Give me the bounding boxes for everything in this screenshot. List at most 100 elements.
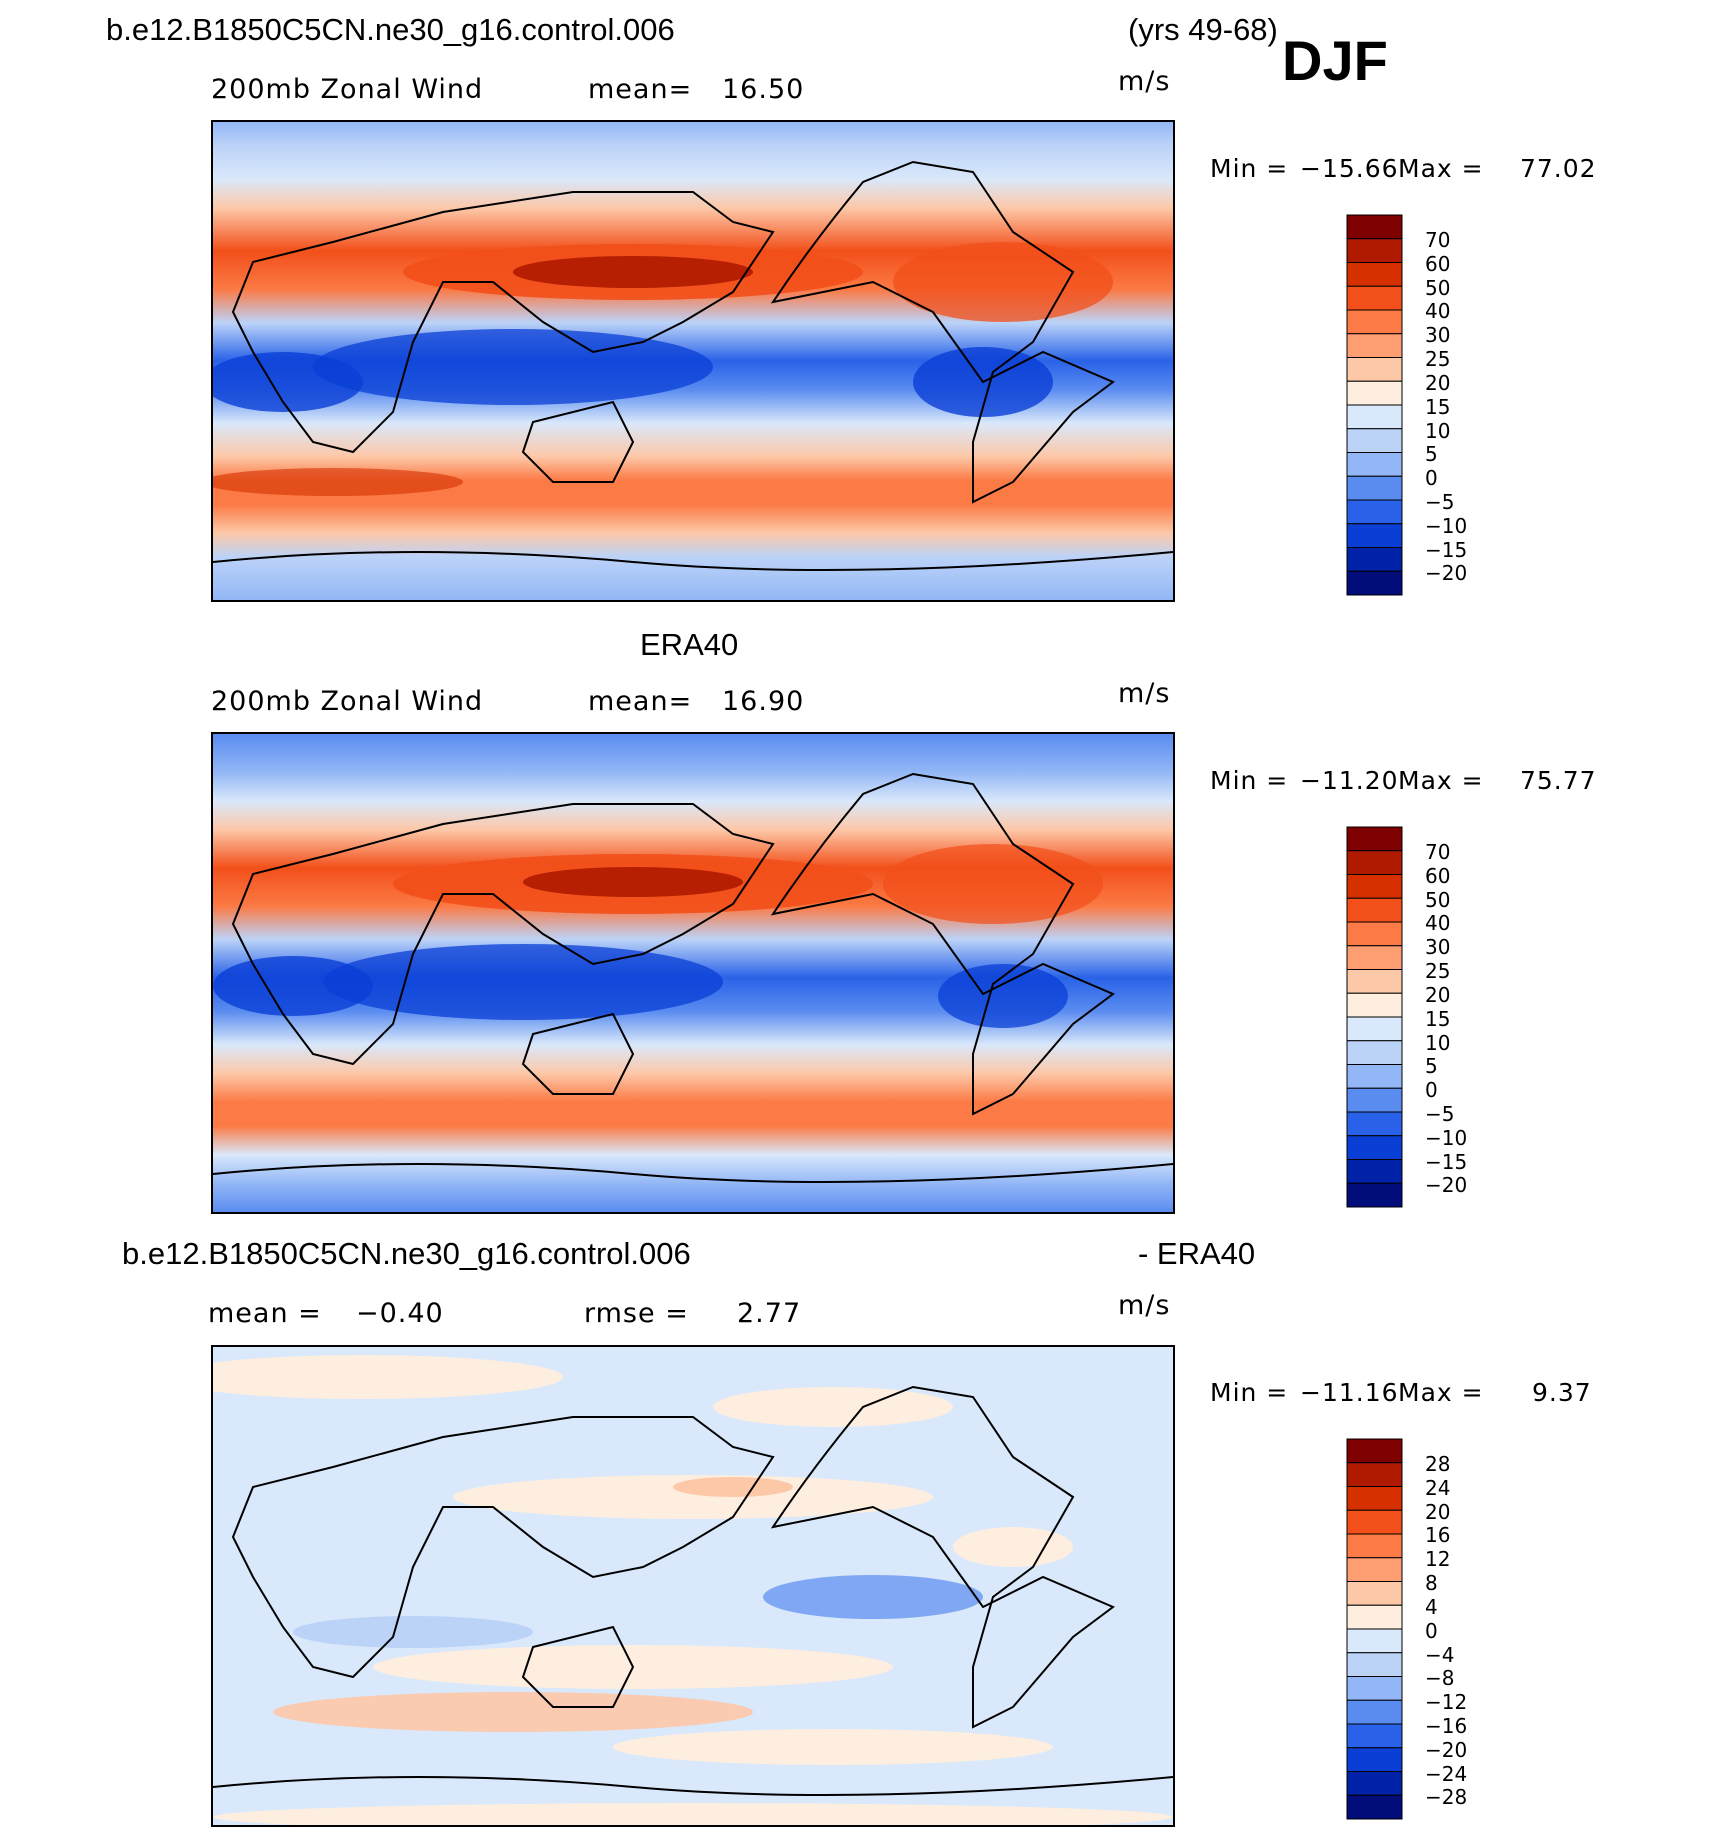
panel2-map-svg [213, 734, 1173, 1212]
panel1-map [211, 120, 1175, 602]
panel2-colorbar-swatch [1346, 874, 1403, 899]
panel3-colorbar-label: 0 [1425, 1619, 1438, 1643]
panel3-colorbar-label: −24 [1425, 1762, 1468, 1786]
panel1-colorbar-label: 15 [1425, 395, 1451, 419]
panel3-max-label: Max = [1398, 1378, 1484, 1407]
panel1-field-label: 200mb Zonal Wind [211, 74, 484, 105]
panel3-colorbar-label: 20 [1425, 1500, 1451, 1524]
panel3-colorbar-swatch [1346, 1581, 1403, 1606]
panel1-colorbar-svg [1346, 214, 1403, 596]
panel1-colorbar-label: −15 [1425, 538, 1468, 562]
panel3-colorbar-label: −4 [1425, 1643, 1455, 1667]
panel3-mean-label: mean = [208, 1298, 322, 1329]
panel2-colorbar-swatch [1346, 1040, 1403, 1065]
panel2-colorbar-label: 10 [1425, 1031, 1451, 1055]
panel2-colorbar-swatch [1346, 969, 1403, 994]
panel1-min-label: Min = [1210, 154, 1289, 183]
panel2-colorbar-swatch [1346, 992, 1403, 1018]
panel1-min-value: −15.66 [1300, 154, 1399, 183]
panel1-colorbar-swatch [1346, 333, 1403, 358]
panel3-colorbar-label: −8 [1425, 1666, 1455, 1690]
panel1-colorbar-swatch [1346, 285, 1403, 311]
panel3-title-right: - ERA40 [1138, 1236, 1256, 1271]
panel3-colorbar-swatch [1346, 1794, 1403, 1820]
panel2-colorbar-label: 40 [1425, 911, 1451, 935]
panel1-mean-label: mean= [588, 74, 693, 105]
panel1-colorbar-label: 25 [1425, 347, 1451, 371]
panel2-colorbar-swatch [1346, 826, 1403, 852]
panel1-mean-value: 16.50 [722, 74, 805, 105]
season-label: DJF [1282, 29, 1388, 92]
panel1-colorbar-swatch [1346, 214, 1403, 240]
panel1-colorbar-label: −5 [1425, 490, 1455, 514]
panel2-units: m/s [1118, 678, 1171, 709]
panel1-colorbar-label: 20 [1425, 371, 1451, 395]
panel1-colorbar-label: 0 [1425, 466, 1438, 490]
panel1-colorbar-swatch [1346, 404, 1403, 430]
panel2-colorbar-label: 0 [1425, 1078, 1438, 1102]
panel1-colorbar-swatch [1346, 262, 1403, 287]
panel3-colorbar-swatch [1346, 1486, 1403, 1511]
panel1-colorbar-swatch [1346, 570, 1403, 596]
panel3-colorbar-label: −28 [1425, 1785, 1468, 1809]
panel3-colorbar-label: 16 [1425, 1523, 1451, 1547]
panel1-colorbar-label: 40 [1425, 299, 1451, 323]
panel3-colorbar-swatch [1346, 1652, 1403, 1677]
case-title: b.e12.B1850C5CN.ne30_g16.control.006 [106, 12, 675, 47]
panel2-min-value: −11.20 [1300, 766, 1399, 795]
panel1-colorbar-label: 30 [1425, 323, 1451, 347]
panel3-title-left: b.e12.B1850C5CN.ne30_g16.control.006 [122, 1236, 691, 1271]
panel1-colorbar-label: 50 [1425, 276, 1451, 300]
panel2-colorbar-swatch [1346, 945, 1403, 970]
panel3-colorbar-swatch [1346, 1438, 1403, 1464]
years-label: (yrs 49-68) [1128, 12, 1278, 47]
panel2-colorbar-label: 50 [1425, 888, 1451, 912]
panel1-colorbar-label: −10 [1425, 514, 1468, 538]
panel2-colorbar-swatch [1346, 1064, 1403, 1089]
panel2-max-label: Max = [1398, 766, 1484, 795]
panel1-colorbar [1346, 214, 1403, 596]
panel1-map-svg [213, 122, 1173, 600]
panel3-units: m/s [1118, 1290, 1171, 1321]
panel1-colorbar-swatch [1346, 428, 1403, 453]
panel2-mean-label: mean= [588, 686, 693, 717]
panel2-title: ERA40 [640, 627, 739, 662]
panel2-colorbar-label: −15 [1425, 1150, 1468, 1174]
panel2-colorbar-label: −10 [1425, 1126, 1468, 1150]
panel2-colorbar-swatch [1346, 1087, 1403, 1113]
panel1-colorbar-swatch [1346, 547, 1403, 572]
panel2-colorbar-label: 60 [1425, 864, 1451, 888]
panel3-colorbar-swatch [1346, 1533, 1403, 1559]
panel2-colorbar-label: −5 [1425, 1102, 1455, 1126]
panel3-colorbar-svg [1346, 1438, 1403, 1820]
panel3-mean-value: −0.40 [356, 1298, 444, 1329]
panel1-colorbar-label: −20 [1425, 561, 1468, 585]
panel3-colorbar-label: 8 [1425, 1571, 1438, 1595]
panel3-colorbar-label: 4 [1425, 1595, 1438, 1619]
panel1-colorbar-swatch [1346, 380, 1403, 406]
panel2-colorbar [1346, 826, 1403, 1208]
panel1-colorbar-swatch [1346, 475, 1403, 501]
panel3-colorbar-swatch [1346, 1747, 1403, 1772]
panel3-min-value: −11.16 [1300, 1378, 1399, 1407]
panel2-colorbar-swatch [1346, 1159, 1403, 1184]
panel3-colorbar-swatch [1346, 1699, 1403, 1725]
panel2-colorbar-swatch [1346, 1182, 1403, 1208]
panel1-colorbar-swatch [1346, 499, 1403, 525]
panel3-colorbar-label: 24 [1425, 1476, 1451, 1500]
panel2-colorbar-label: 5 [1425, 1054, 1438, 1078]
panel3-colorbar-swatch [1346, 1771, 1403, 1796]
panel2-colorbar-swatch [1346, 897, 1403, 923]
panel3-colorbar-label: −12 [1425, 1690, 1468, 1714]
panel2-colorbar-swatch [1346, 1111, 1403, 1137]
panel3-colorbar-label: 28 [1425, 1452, 1451, 1476]
panel3-colorbar-label: −16 [1425, 1714, 1468, 1738]
panel3-colorbar-swatch [1346, 1557, 1403, 1582]
panel2-colorbar-swatch [1346, 921, 1403, 947]
panel3-colorbar-swatch [1346, 1676, 1403, 1701]
panel2-max-value: 75.77 [1520, 766, 1597, 795]
panel3-colorbar-swatch [1346, 1628, 1403, 1654]
panel2-min-label: Min = [1210, 766, 1289, 795]
panel3-max-value: 9.37 [1532, 1378, 1592, 1407]
panel2-colorbar-label: 20 [1425, 983, 1451, 1007]
